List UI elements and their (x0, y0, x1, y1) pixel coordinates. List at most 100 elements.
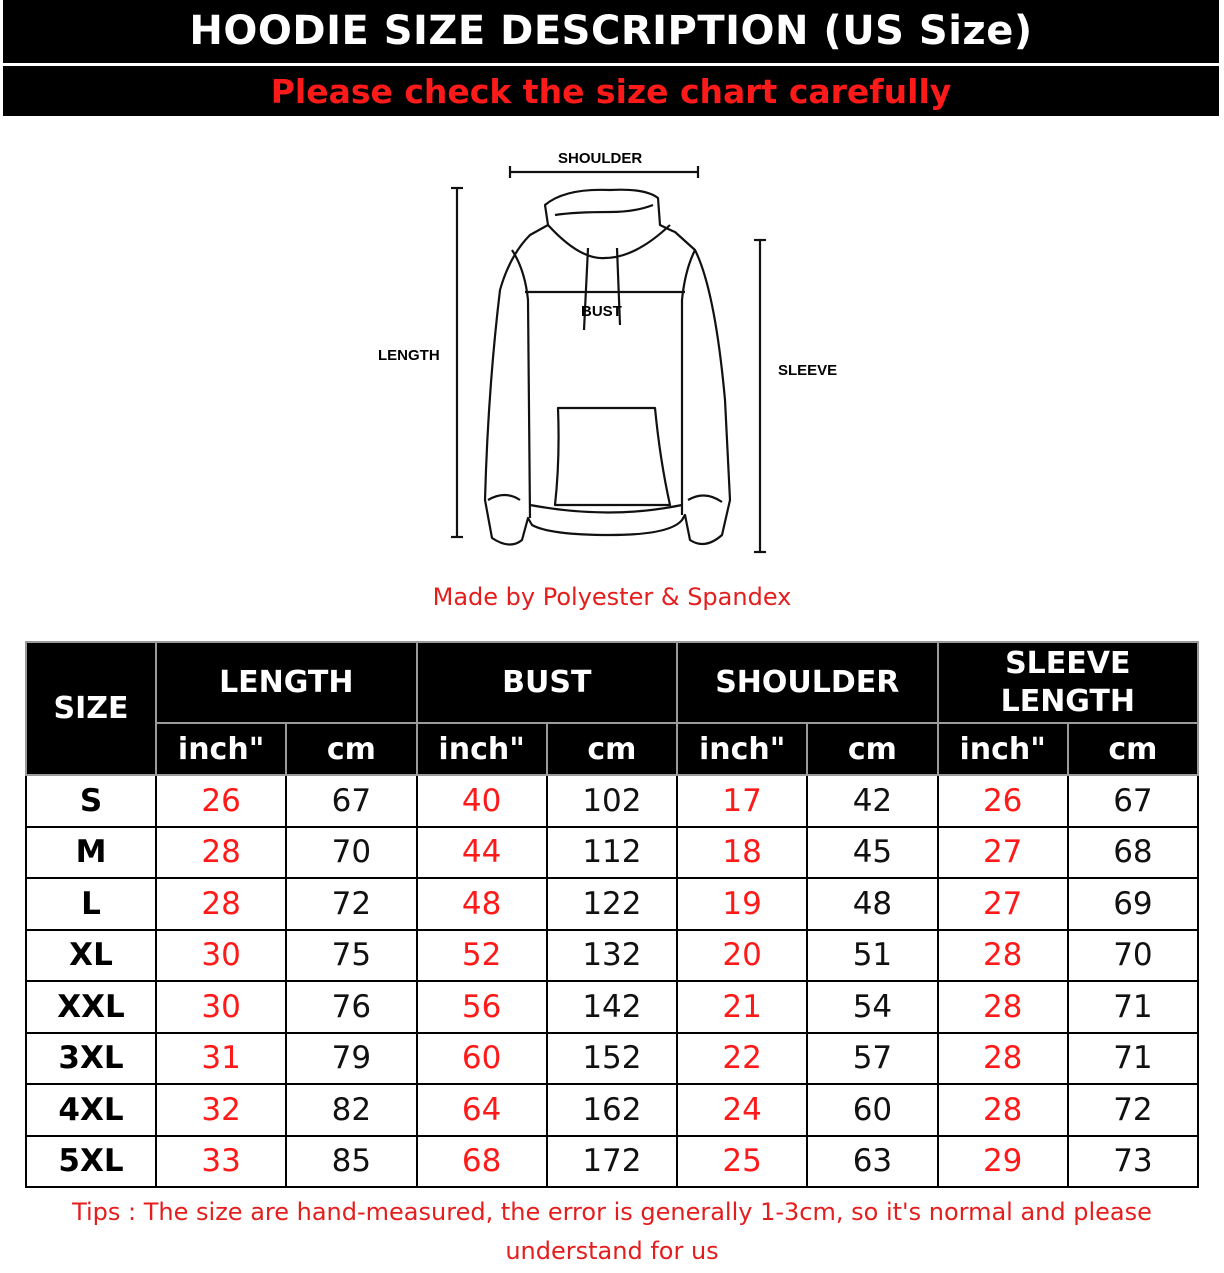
inch-cell: 19 (676, 877, 809, 931)
cm-cell: 70 (1066, 928, 1200, 982)
cm-cell: 75 (285, 928, 418, 982)
cm-cell: 51 (806, 928, 939, 982)
bust-header: BUST (415, 641, 679, 724)
cm-cell: 45 (806, 825, 939, 879)
length-label: LENGTH (378, 347, 440, 364)
inch-cell: 28 (936, 1031, 1069, 1085)
page-title: HOODIE SIZE DESCRIPTION (US Size) (3, 0, 1219, 63)
size-table-body: S 26 67 40 102 17 42 26 67 M 28 70 44 112 18 45 27 68 L 28 7… (25, 774, 1200, 1188)
table-row: 3XL 31 79 60 152 22 57 28 71 (25, 1031, 1200, 1085)
inch-cell: 44 (415, 825, 548, 879)
tips-note: Tips : The size are hand-measured, the e… (72, 1198, 1152, 1265)
material-note: Made by Polyester & Spandex (432, 583, 792, 611)
inch-cell: 60 (415, 1031, 548, 1085)
unit-inch-header: inch" (415, 722, 548, 776)
size-cell: 3XL (25, 1031, 157, 1085)
hoodie-diagram: SHOULDER BUST LENGTH SLEEVE (370, 140, 850, 560)
size-cell: L (25, 877, 157, 931)
inch-cell: 28 (936, 928, 1069, 982)
cm-cell: 132 (545, 928, 679, 982)
table-row: M 28 70 44 112 18 45 27 68 (25, 825, 1200, 879)
bust-label: BUST (581, 303, 622, 320)
cm-cell: 71 (1066, 1031, 1200, 1085)
size-cell: XXL (25, 980, 157, 1034)
inch-cell: 29 (936, 1134, 1069, 1188)
inch-cell: 30 (154, 980, 288, 1034)
cm-cell: 57 (806, 1031, 939, 1085)
size-table: SIZE LENGTH BUST SHOULDER SLEEVE LENGTH … (25, 641, 1200, 1188)
inch-cell: 28 (936, 1083, 1069, 1137)
table-row: 4XL 32 82 64 162 24 60 28 72 (25, 1083, 1200, 1137)
unit-cm-header: cm (1066, 722, 1200, 776)
cm-cell: 112 (545, 825, 679, 879)
cm-cell: 42 (806, 774, 939, 828)
inch-cell: 17 (676, 774, 809, 828)
cm-cell: 82 (285, 1083, 418, 1137)
cm-cell: 102 (545, 774, 679, 828)
cm-cell: 71 (1066, 980, 1200, 1034)
inch-cell: 31 (154, 1031, 288, 1085)
sleeve-length-header: SLEEVE LENGTH (936, 641, 1200, 724)
unit-cm-header: cm (806, 722, 939, 776)
inch-cell: 28 (154, 825, 288, 879)
sleeve-label: SLEEVE (778, 362, 838, 379)
cm-cell: 162 (545, 1083, 679, 1137)
size-cell: 4XL (25, 1083, 157, 1137)
inch-cell: 26 (936, 774, 1069, 828)
size-cell: 5XL (25, 1134, 157, 1188)
inch-cell: 20 (676, 928, 809, 982)
inch-cell: 64 (415, 1083, 548, 1137)
cm-cell: 73 (1066, 1134, 1200, 1188)
inch-cell: 18 (676, 825, 809, 879)
cm-cell: 60 (806, 1083, 939, 1137)
inch-cell: 28 (154, 877, 288, 931)
inch-cell: 27 (936, 877, 1069, 931)
cm-cell: 85 (285, 1134, 418, 1188)
unit-cm-header: cm (545, 722, 679, 776)
table-row: XL 30 75 52 132 20 51 28 70 (25, 928, 1200, 982)
inch-cell: 21 (676, 980, 809, 1034)
cm-cell: 72 (285, 877, 418, 931)
inch-cell: 40 (415, 774, 548, 828)
cm-cell: 68 (1066, 825, 1200, 879)
inch-cell: 32 (154, 1083, 288, 1137)
inch-cell: 52 (415, 928, 548, 982)
cm-cell: 76 (285, 980, 418, 1034)
cm-cell: 54 (806, 980, 939, 1034)
inch-cell: 28 (936, 980, 1069, 1034)
table-row: 5XL 33 85 68 172 25 63 29 73 (25, 1134, 1200, 1188)
unit-cm-header: cm (285, 722, 418, 776)
cm-cell: 70 (285, 825, 418, 879)
size-cell: S (25, 774, 157, 828)
inch-cell: 68 (415, 1134, 548, 1188)
table-row: XXL 30 76 56 142 21 54 28 71 (25, 980, 1200, 1034)
cm-cell: 79 (285, 1031, 418, 1085)
unit-inch-header: inch" (936, 722, 1069, 776)
inch-cell: 56 (415, 980, 548, 1034)
cm-cell: 72 (1066, 1083, 1200, 1137)
cm-cell: 122 (545, 877, 679, 931)
hoodie-illustration (451, 166, 766, 554)
unit-inch-header: inch" (154, 722, 288, 776)
inch-cell: 24 (676, 1083, 809, 1137)
cm-cell: 172 (545, 1134, 679, 1188)
size-cell: M (25, 825, 157, 879)
cm-cell: 63 (806, 1134, 939, 1188)
cm-cell: 152 (545, 1031, 679, 1085)
inch-cell: 27 (936, 825, 1069, 879)
unit-inch-header: inch" (676, 722, 809, 776)
cm-cell: 142 (545, 980, 679, 1034)
inch-cell: 48 (415, 877, 548, 931)
cm-cell: 69 (1066, 877, 1200, 931)
cm-cell: 48 (806, 877, 939, 931)
cm-cell: 67 (1066, 774, 1200, 828)
inch-cell: 30 (154, 928, 288, 982)
length-header: LENGTH (155, 641, 418, 724)
page-subtitle: Please check the size chart carefully (3, 66, 1219, 116)
table-row: L 28 72 48 122 19 48 27 69 (25, 877, 1200, 931)
inch-cell: 22 (676, 1031, 809, 1085)
cm-cell: 67 (285, 774, 418, 828)
shoulder-label: SHOULDER (558, 150, 643, 167)
shoulder-header: SHOULDER (676, 641, 939, 724)
inch-cell: 33 (154, 1134, 288, 1188)
